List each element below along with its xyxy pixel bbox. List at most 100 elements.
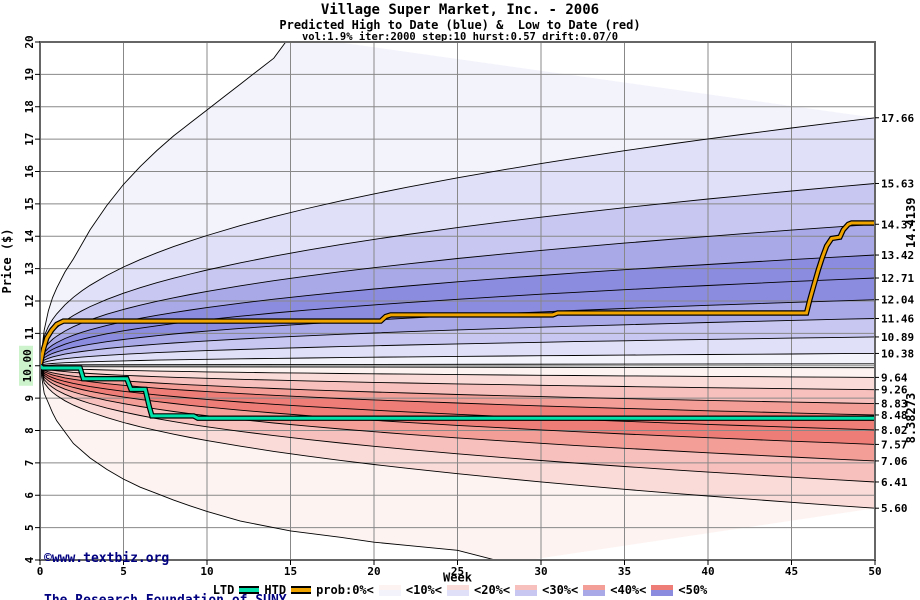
x-tick-label: 50	[868, 565, 881, 578]
low-prob-band	[40, 365, 875, 509]
legend-band-swatch	[378, 584, 401, 596]
right-quantile-label: 13.42	[881, 249, 914, 262]
quantile-curve	[40, 365, 875, 483]
right-quantile-label: 12.04	[881, 294, 914, 307]
x-axis-tick-labels: 0 5 10 15 20 25 30 35 40 45 50	[37, 565, 882, 578]
low-prob-band	[40, 365, 875, 560]
quantile-curve	[40, 299, 875, 367]
y-tick-label: 7	[23, 460, 36, 467]
axis-ticks	[35, 41, 876, 565]
quantile-curve	[40, 365, 875, 431]
legend-htd-line-swatch	[291, 586, 312, 594]
ltd-final-label: 8.38273	[904, 393, 918, 444]
right-quantile-label: 10.38	[881, 347, 914, 360]
legend-label: <50%	[678, 583, 708, 597]
x-tick-label: 30	[534, 565, 547, 578]
legend-swatch-blue-half	[651, 590, 674, 596]
legend-swatch-red-half	[378, 584, 401, 590]
y-tick-label: 19	[23, 68, 36, 81]
legend-label: HTD	[264, 583, 287, 597]
quantile-curve	[40, 223, 875, 366]
chart-subtitle: Predicted High to Date (blue) & Low to D…	[279, 18, 641, 32]
right-quantile-label: 8.83	[881, 398, 908, 411]
x-tick-label: 15	[284, 565, 297, 578]
x-tick-label: 35	[618, 565, 631, 578]
quantile-curve	[40, 254, 875, 366]
quantile-curve	[40, 365, 875, 391]
y-tick-label: 6	[23, 492, 36, 499]
legend-swatch-red-half	[447, 584, 469, 590]
y-tick-label: 18	[23, 100, 36, 113]
quantile-curve	[40, 365, 497, 560]
high-prob-band	[40, 299, 875, 366]
legend-label: <40%<	[610, 583, 647, 597]
y-tick-label: 16	[23, 165, 36, 179]
y-axis-tick-labels: 20 19 18 17 16 15 14 13 12 11 9 8 7 6 5 4	[23, 35, 36, 563]
legend-swatch-blue-half	[447, 590, 469, 596]
y-tick-label: 5	[23, 524, 36, 531]
x-tick-label: 10	[200, 565, 213, 578]
legend-swatch-blue-half	[583, 590, 606, 596]
legend-swatch-red-half	[651, 584, 674, 590]
legend-swatch-red-half	[583, 584, 606, 590]
right-quantile-label: 11.46	[881, 312, 914, 325]
quantile-curve	[40, 365, 875, 405]
x-tick-label: 20	[367, 565, 380, 578]
right-quantile-label: 17.66	[881, 112, 914, 125]
legend-label: LTD	[212, 583, 235, 597]
right-quantile-label: 10.89	[881, 331, 914, 344]
x-tick-label: 40	[701, 565, 714, 578]
right-quantile-label: 8.02	[881, 424, 908, 437]
quantile-curve	[40, 365, 875, 509]
y-tick-label: 8	[23, 427, 36, 434]
legend-band-swatch	[515, 584, 538, 596]
right-quantile-label: 14.37	[881, 218, 914, 231]
right-quantile-labels: 17.66 15.63 14.37 13.42 12.71 12.04 11.46 10.89…	[875, 112, 914, 515]
legend-label: <30%<	[542, 583, 579, 597]
right-quantile-label: 5.60	[881, 502, 908, 515]
quantile-curve	[40, 117, 875, 366]
high-prob-band	[40, 42, 875, 366]
quantile-curve	[40, 42, 287, 366]
legend-band-swatch	[651, 584, 674, 596]
x-tick-label: 45	[785, 565, 798, 578]
grid	[39, 41, 876, 561]
x-tick-label: 0	[37, 565, 44, 578]
y-tick-label: 15	[23, 197, 36, 210]
legend-band-swatch	[447, 584, 469, 596]
legend-swatch-blue-half	[515, 590, 538, 596]
quantile-curve	[40, 318, 875, 367]
quantile-curve	[40, 336, 875, 367]
quantile-curve	[40, 365, 875, 416]
y-tick-label: 13	[23, 262, 36, 275]
legend-ltd-line-swatch	[239, 586, 260, 594]
right-quantile-label: 7.57	[881, 438, 908, 451]
right-quantile-label: 8.48	[881, 409, 908, 422]
chart-title: Village Super Market, Inc. - 2006	[320, 2, 600, 18]
legend-swatch-blue-half	[378, 590, 401, 596]
y-tick-label: 17	[23, 133, 36, 146]
y-tick-label: 9	[23, 395, 36, 402]
quantile-curve	[40, 277, 875, 366]
y-tick-label: 14	[23, 229, 36, 243]
legend-label: prob:0%<	[316, 583, 374, 597]
legend-swatch-red-half	[515, 584, 538, 590]
y-tick-label: 12	[23, 294, 36, 307]
right-quantile-label: 9.26	[881, 384, 908, 397]
y-axis-label: Price ($)	[0, 228, 14, 293]
legend-band-swatch	[583, 584, 606, 596]
x-tick-label: 25	[451, 565, 464, 578]
high-prob-band	[40, 224, 875, 366]
y-tick-label: 20	[23, 35, 36, 48]
htd-final-label: 14.4139	[904, 198, 918, 249]
low-prob-band	[40, 365, 875, 482]
low-prob-band	[40, 365, 875, 415]
right-quantile-label: 9.64	[881, 371, 908, 384]
prediction-lines	[40, 220, 875, 421]
y-tick-label: 11	[23, 326, 36, 340]
high-prob-band	[40, 255, 875, 366]
x-axis-label: Week	[443, 571, 473, 585]
ltd-line	[40, 364, 875, 420]
high-prob-band	[40, 117, 875, 366]
